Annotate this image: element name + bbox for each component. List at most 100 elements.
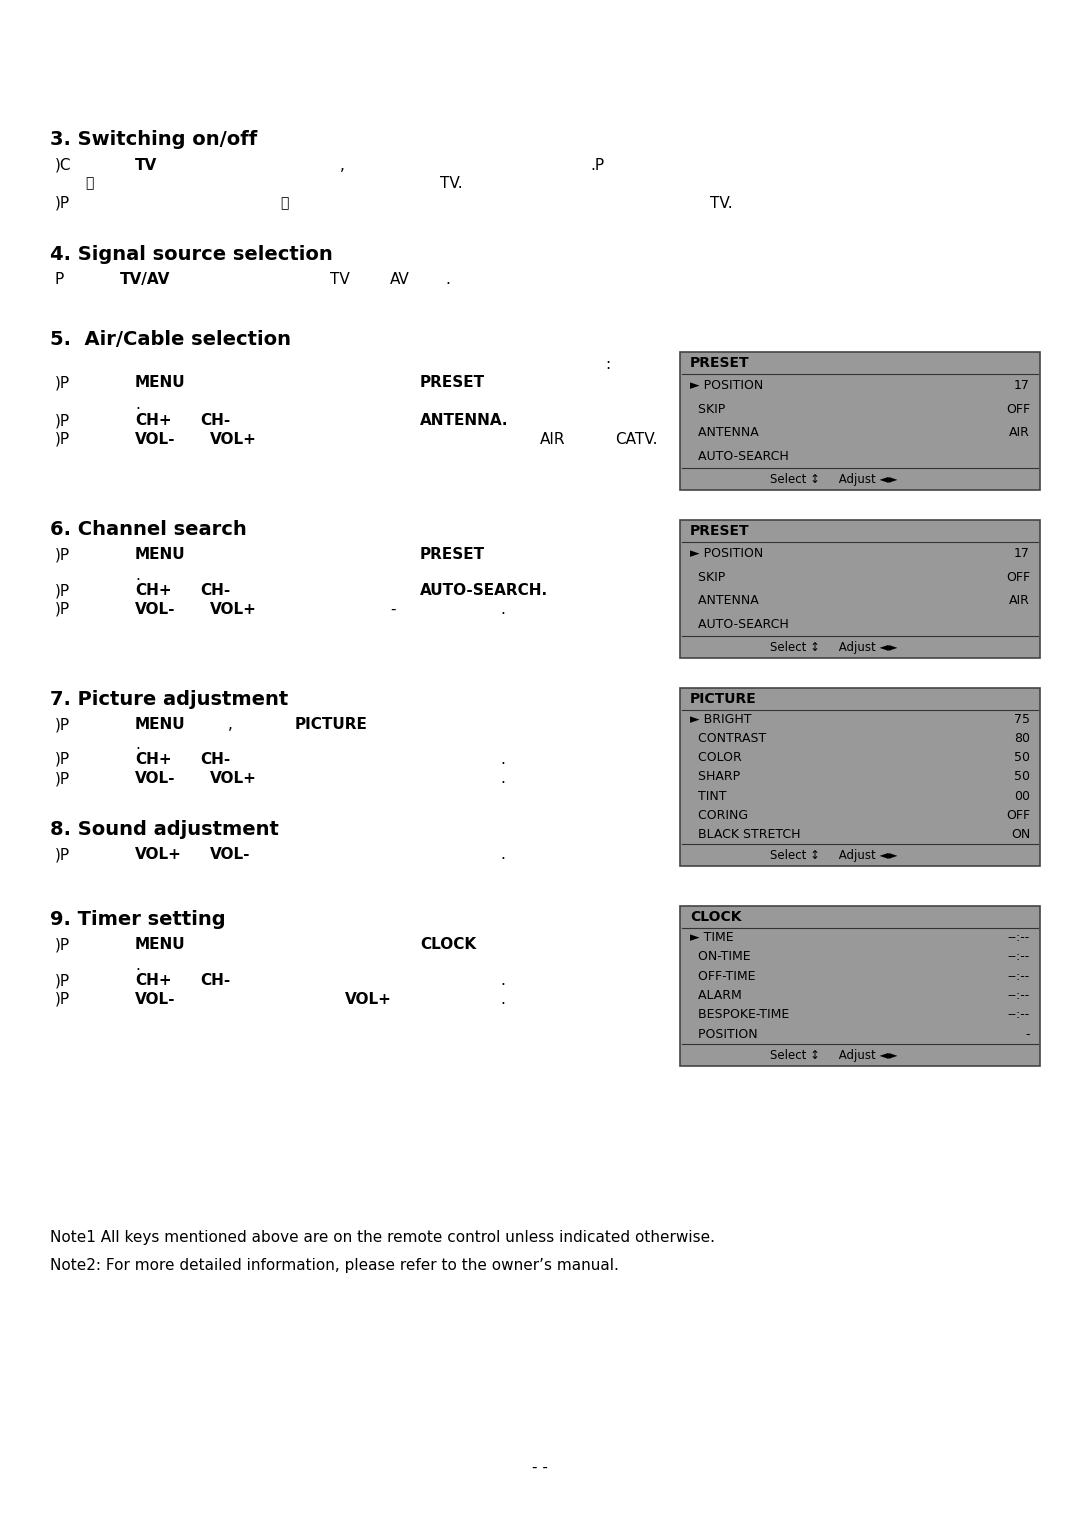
Text: ANTENNA.: ANTENNA. [420, 413, 509, 429]
Text: CORING: CORING [690, 808, 748, 822]
Text: --:--: --:-- [1008, 970, 1030, 982]
Text: )C: )C [55, 159, 71, 172]
Text: ⏻: ⏻ [280, 197, 288, 210]
Text: BLACK STRETCH: BLACK STRETCH [690, 828, 800, 840]
Text: OFF: OFF [1005, 808, 1030, 822]
Text: CH+: CH+ [135, 413, 172, 429]
Text: 5.  Air/Cable selection: 5. Air/Cable selection [50, 329, 291, 349]
Bar [680, 520, 1040, 657]
Text: POSITION: POSITION [690, 1028, 758, 1042]
Text: TV: TV [330, 271, 350, 287]
Text: ON-TIME: ON-TIME [690, 950, 751, 964]
Text: OFF: OFF [1005, 570, 1030, 584]
Text: CH-: CH- [200, 752, 230, 767]
Text: CATV.: CATV. [615, 432, 658, 447]
Text: 80: 80 [1014, 732, 1030, 746]
Text: OFF-TIME: OFF-TIME [690, 970, 756, 982]
Text: ► POSITION: ► POSITION [690, 380, 764, 392]
Text: --:--: --:-- [1008, 950, 1030, 964]
Text: VOL+: VOL+ [210, 432, 257, 447]
Text: MENU: MENU [135, 936, 186, 952]
Bar [680, 352, 1040, 490]
Text: PRESET: PRESET [690, 355, 750, 371]
Text: .: . [135, 737, 140, 752]
Text: CH+: CH+ [135, 752, 172, 767]
Text: PICTURE: PICTURE [690, 692, 757, 706]
Text: )P: )P [55, 846, 70, 862]
Text: ,: , [228, 717, 233, 732]
Text: )P: )P [55, 752, 70, 767]
Text: Select ↕     Adjust ◄►: Select ↕ Adjust ◄► [770, 1049, 897, 1061]
Text: TINT: TINT [690, 790, 727, 802]
Text: P: P [55, 271, 64, 287]
Text: CH-: CH- [200, 413, 230, 429]
Text: )P: )P [55, 547, 70, 563]
Text: -: - [1026, 1028, 1030, 1042]
Text: VOL-: VOL- [135, 432, 175, 447]
Text: TV/AV: TV/AV [120, 271, 171, 287]
Text: CH+: CH+ [135, 973, 172, 988]
Text: CH-: CH- [200, 973, 230, 988]
Text: VOL-: VOL- [135, 602, 175, 618]
Text: SKIP: SKIP [690, 403, 726, 416]
Text: .: . [500, 991, 504, 1006]
Text: COLOR: COLOR [690, 752, 742, 764]
Text: 50: 50 [1014, 770, 1030, 784]
Text: .: . [500, 752, 504, 767]
Text: .: . [445, 271, 450, 287]
Text: VOL+: VOL+ [135, 846, 181, 862]
Text: 17: 17 [1014, 547, 1030, 560]
Text: TV.: TV. [440, 175, 462, 191]
Text: AIR: AIR [1009, 595, 1030, 607]
Text: 00: 00 [1014, 790, 1030, 802]
Text: TV: TV [135, 159, 158, 172]
Text: )P: )P [55, 772, 70, 785]
Text: PRESET: PRESET [690, 525, 750, 538]
Text: 17: 17 [1014, 380, 1030, 392]
Text: ► BRIGHT: ► BRIGHT [690, 714, 752, 726]
Text: AV: AV [390, 271, 409, 287]
Text: .: . [135, 958, 140, 973]
Text: .: . [500, 772, 504, 785]
Text: MENU: MENU [135, 375, 186, 390]
Text: )P: )P [55, 432, 70, 447]
Text: )P: )P [55, 413, 70, 429]
Text: ANTENNA: ANTENNA [690, 595, 759, 607]
Text: 50: 50 [1014, 752, 1030, 764]
Text: :: : [605, 357, 610, 372]
Text: 75: 75 [1014, 714, 1030, 726]
Text: CH+: CH+ [135, 583, 172, 598]
Text: 7. Picture adjustment: 7. Picture adjustment [50, 689, 288, 709]
Text: SHARP: SHARP [690, 770, 740, 784]
Text: )P: )P [55, 375, 70, 390]
Text: )P: )P [55, 991, 70, 1006]
Text: .: . [500, 602, 504, 618]
Text: .: . [500, 846, 504, 862]
Text: )P: )P [55, 197, 70, 210]
Text: ANTENNA: ANTENNA [690, 427, 759, 439]
Text: VOL+: VOL+ [345, 991, 392, 1006]
Text: AUTO-SEARCH: AUTO-SEARCH [690, 450, 788, 462]
Text: TV.: TV. [710, 197, 732, 210]
Text: AUTO-SEARCH: AUTO-SEARCH [690, 618, 788, 631]
Text: VOL-: VOL- [135, 991, 175, 1006]
Bar [680, 906, 1040, 1066]
Text: MENU: MENU [135, 547, 186, 563]
Text: ► POSITION: ► POSITION [690, 547, 764, 560]
Text: ,: , [340, 159, 345, 172]
Text: VOL-: VOL- [135, 772, 175, 785]
Text: MENU: MENU [135, 717, 186, 732]
Text: BESPOKE-TIME: BESPOKE-TIME [690, 1008, 789, 1022]
Bar [680, 688, 1040, 866]
Text: 6. Channel search: 6. Channel search [50, 520, 246, 538]
Text: SKIP: SKIP [690, 570, 726, 584]
Text: 4. Signal source selection: 4. Signal source selection [50, 246, 333, 264]
Text: Select ↕     Adjust ◄►: Select ↕ Adjust ◄► [770, 640, 897, 654]
Text: OFF: OFF [1005, 403, 1030, 416]
Text: .: . [135, 396, 140, 412]
Text: )P: )P [55, 936, 70, 952]
Text: VOL+: VOL+ [210, 772, 257, 785]
Text: --:--: --:-- [1008, 932, 1030, 944]
Text: CONTRAST: CONTRAST [690, 732, 766, 746]
Text: 9. Timer setting: 9. Timer setting [50, 910, 226, 929]
